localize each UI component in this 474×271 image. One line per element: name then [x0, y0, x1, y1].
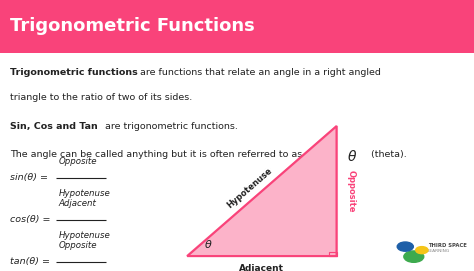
Text: Hypotenuse: Hypotenuse — [58, 189, 110, 198]
Text: (theta).: (theta). — [368, 150, 407, 159]
Circle shape — [404, 251, 424, 262]
Text: are trigonometric functions.: are trigonometric functions. — [102, 122, 238, 131]
Text: Trigonometric functions: Trigonometric functions — [10, 68, 138, 77]
Text: cos(θ) =: cos(θ) = — [10, 215, 51, 224]
Text: are functions that relate an angle in a right angled: are functions that relate an angle in a … — [137, 68, 382, 77]
Text: Trigonometric Functions: Trigonometric Functions — [10, 17, 255, 36]
Text: Opposite: Opposite — [58, 157, 97, 166]
Circle shape — [416, 247, 428, 254]
Text: Adjacent: Adjacent — [239, 264, 284, 271]
Bar — [329, 252, 337, 256]
Text: triangle to the ratio of two of its sides.: triangle to the ratio of two of its side… — [10, 93, 192, 102]
Text: THIRD SPACE: THIRD SPACE — [428, 243, 467, 248]
Text: Hypotenuse: Hypotenuse — [58, 231, 110, 240]
FancyBboxPatch shape — [0, 0, 474, 53]
Text: Hypotenuse: Hypotenuse — [226, 166, 274, 210]
Text: LEARNING: LEARNING — [428, 249, 450, 253]
Text: $\theta$: $\theta$ — [204, 238, 212, 250]
Text: tan(θ) =: tan(θ) = — [10, 257, 50, 266]
Text: Sin, Cos and Tan: Sin, Cos and Tan — [10, 122, 98, 131]
Circle shape — [397, 242, 413, 251]
Text: sin(θ) =: sin(θ) = — [10, 173, 48, 182]
Text: Opposite: Opposite — [58, 241, 97, 250]
Polygon shape — [187, 126, 337, 256]
Text: Adjacent: Adjacent — [58, 199, 96, 208]
Text: The angle can be called anything but it is often referred to as: The angle can be called anything but it … — [10, 150, 303, 159]
Text: $\theta$: $\theta$ — [347, 149, 357, 164]
Text: Opposite: Opposite — [346, 170, 355, 212]
